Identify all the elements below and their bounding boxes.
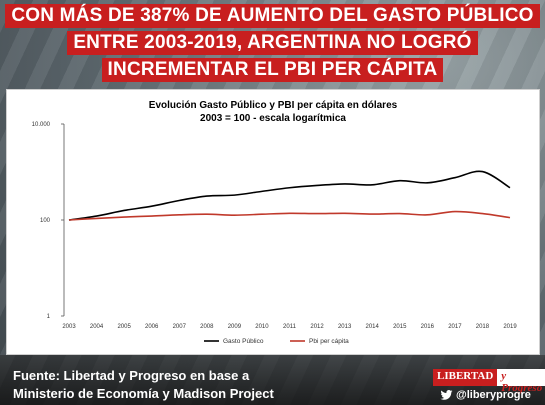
x-tick-label: 2016 (421, 324, 435, 330)
legend: Gasto Público Pbi per cápita (204, 338, 349, 345)
x-tick-label: 2006 (145, 324, 159, 330)
x-tick-labels: 2003 2004 2005 2006 2007 2008 2009 2010 2011 2012… (62, 324, 517, 330)
x-tick-label: 2019 (503, 324, 517, 330)
y-tick-label: 1 (47, 314, 51, 320)
source-note: Fuente: Libertad y Progreso en base a Mi… (13, 367, 274, 403)
x-tick-label: 2007 (173, 324, 187, 330)
y-tick-label: 100 (40, 218, 51, 224)
x-tick-label: 2008 (200, 324, 214, 330)
source-line-1: Fuente: Libertad y Progreso en base a (13, 368, 250, 383)
x-tick-label: 2017 (448, 324, 462, 330)
x-tick-label: 2010 (255, 324, 269, 330)
brand-logo: LIBERTAD y Progreso (433, 369, 545, 394)
y-tick-label: 10.000 (32, 122, 51, 128)
chart-card: Evolución Gasto Público y PBI per cápita… (6, 89, 540, 355)
y-tick-labels: 10.000 100 1 (32, 122, 64, 320)
brand-part-2: y Progreso (497, 369, 545, 394)
series-lines (68, 170, 511, 221)
x-tick-label: 2005 (117, 324, 131, 330)
x-tick-label: 2004 (90, 324, 104, 330)
x-tick-label: 2011 (283, 324, 297, 330)
x-tick-label: 2015 (393, 324, 407, 330)
chart-subtitle: 2003 = 100 - escala logarítmica (200, 113, 346, 124)
x-tick-label: 2014 (366, 324, 380, 330)
x-tick-label: 2018 (476, 324, 490, 330)
legend-label: Pbi per cápita (309, 338, 349, 345)
x-tick-label: 2013 (338, 324, 352, 330)
line-chart: Evolución Gasto Público y PBI per cápita… (32, 100, 518, 345)
series-line-pbi-per-capita (68, 210, 511, 221)
brand-part-1: LIBERTAD (433, 369, 498, 386)
x-tick-label: 2009 (228, 324, 242, 330)
x-tick-label: 2012 (310, 324, 324, 330)
twitter-handle: @liberyprogre (456, 389, 531, 401)
headline-line-1: CON MÁS DE 387% DE AUMENTO DEL GASTO PÚB… (5, 4, 540, 28)
twitter-handle-link[interactable]: @liberyprogre (440, 389, 531, 401)
headline: CON MÁS DE 387% DE AUMENTO DEL GASTO PÚB… (0, 4, 545, 82)
chart-title: Evolución Gasto Público y PBI per cápita… (149, 100, 398, 111)
headline-line-3: INCREMENTAR EL PBI PER CÁPITA (101, 58, 444, 82)
headline-line-2: ENTRE 2003-2019, ARGENTINA NO LOGRÓ (67, 31, 478, 55)
x-tick-label: 2003 (62, 324, 76, 330)
legend-label: Gasto Público (223, 338, 264, 345)
source-line-2: Ministerio de Economía y Madison Project (13, 386, 274, 401)
series-line-gasto-publico (68, 170, 511, 221)
twitter-bird-icon (440, 390, 453, 400)
